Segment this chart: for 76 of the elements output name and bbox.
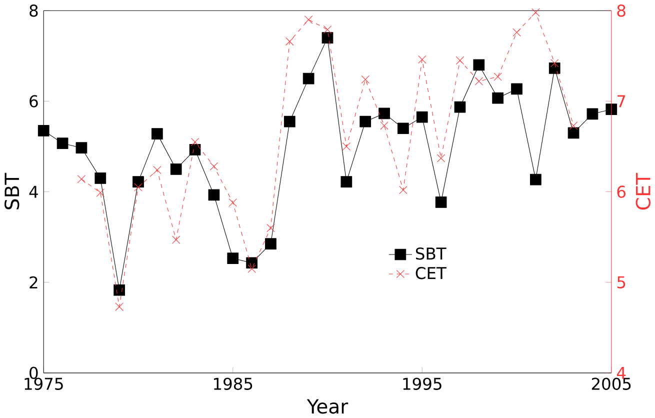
point [454,101,466,113]
point [190,138,200,146]
y2-tick-label: 8 [617,4,626,17]
point [342,142,351,150]
point [398,122,409,134]
point [606,104,618,115]
y2-tick-label: 6 [617,186,626,198]
point [550,58,559,68]
point [435,196,447,208]
point [530,174,542,186]
point [172,236,180,244]
y2-tick-label: 7 [618,95,626,108]
point [153,166,162,174]
point [474,77,483,86]
point [151,128,163,140]
point [77,174,86,184]
point [114,284,125,296]
y-tick-label: 6 [30,94,38,108]
point [284,116,296,128]
x-tick-label: 2005 [592,378,631,390]
point [227,252,239,264]
point [208,189,220,201]
point [228,198,237,207]
point [38,124,50,136]
x-tick-label: 1995 [403,378,442,390]
point [94,172,106,184]
y-tick-label: 0 [30,366,38,379]
point [210,162,218,170]
y-axis-title: SBT [4,172,20,210]
point [96,188,104,197]
y2-axis-title: CET [636,172,650,210]
legend-label: SBT [416,247,446,260]
point [473,59,485,71]
point [399,186,408,194]
legend-label: CET [416,266,446,280]
point [323,25,332,34]
x-tick-label: 1975 [24,378,63,390]
point [248,264,256,273]
x-tick-label: 1985 [214,378,252,390]
point [56,138,68,149]
point [304,15,313,24]
point [361,75,370,84]
point [568,127,580,138]
point [76,142,88,154]
point [380,121,388,130]
point [189,144,201,156]
point [266,224,275,232]
point [548,62,560,74]
x-axis-title: Year [306,399,348,414]
point [132,176,144,188]
point [378,108,390,120]
point [340,176,352,188]
point [134,183,142,192]
point [492,92,504,104]
point [170,163,182,175]
point [512,28,521,36]
y-tick-label: 2 [30,276,38,288]
point [436,154,446,162]
point [586,108,598,120]
y-tick-label: 8 [30,4,38,17]
point [286,37,294,46]
point [494,72,502,81]
point [569,121,578,130]
point [416,111,428,123]
point [456,56,464,64]
point [418,55,426,64]
point [322,32,334,44]
point [115,302,124,311]
point [511,83,522,95]
y-tick-label: 4 [29,186,38,198]
y2-tick-label: 4 [616,366,626,379]
point [360,116,372,128]
point [265,238,276,250]
y2-tick-label: 5 [617,276,626,288]
point [532,8,540,16]
point [302,72,314,84]
